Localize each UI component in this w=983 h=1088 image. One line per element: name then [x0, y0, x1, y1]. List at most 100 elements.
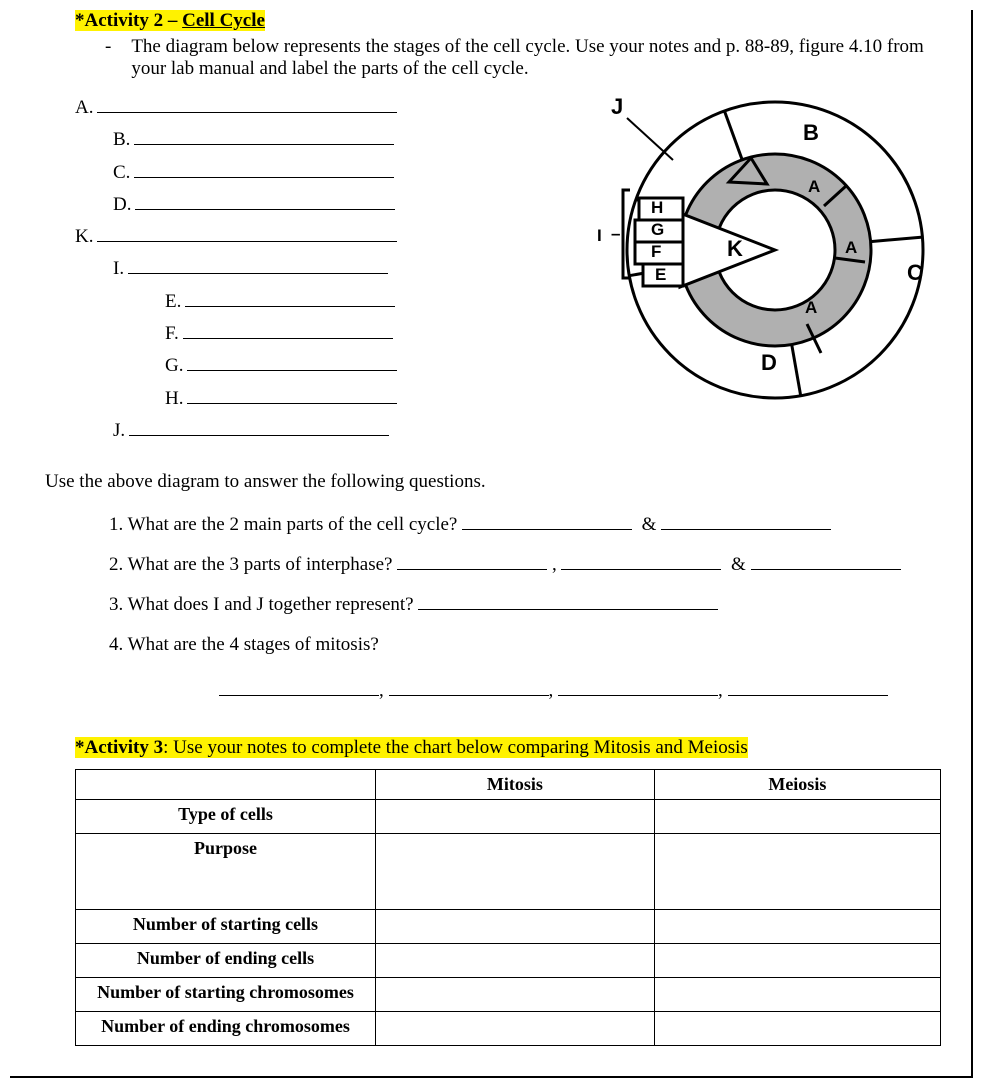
table-row: Number of starting chromosomes — [76, 977, 941, 1011]
blank-A[interactable] — [97, 92, 397, 113]
diagram-label-A1: A — [808, 177, 820, 197]
table-row: Type of cells — [76, 799, 941, 833]
question-4: 4. What are the 4 stages of mitosis? — [109, 625, 941, 665]
worksheet-page: *Activity 2 – Cell Cycle - The diagram b… — [10, 10, 973, 1078]
q3-blank[interactable] — [418, 589, 718, 610]
diagram-label-D: D — [761, 350, 777, 376]
blank-I[interactable] — [128, 254, 388, 275]
label-row-I: I. — [113, 253, 515, 285]
cell-meiosis-startcells[interactable] — [654, 909, 940, 943]
cell-meiosis-endchrom[interactable] — [654, 1011, 940, 1045]
rowhead-purpose: Purpose — [76, 833, 376, 909]
cell-meiosis-purpose[interactable] — [654, 833, 940, 909]
blank-K[interactable] — [97, 221, 397, 242]
cell-mitosis-startchrom[interactable] — [376, 977, 655, 1011]
cell-mitosis-type[interactable] — [376, 799, 655, 833]
label-F: F. — [165, 323, 179, 344]
questions-block: Use the above diagram to answer the foll… — [75, 471, 941, 710]
questions-list: 1. What are the 2 main parts of the cell… — [109, 505, 941, 710]
label-J: J. — [113, 420, 125, 441]
q3-text: 3. What does I and J together represent? — [109, 594, 414, 615]
diagram-label-B: B — [803, 120, 819, 146]
label-K: K. — [75, 226, 93, 247]
q2-comma: , — [552, 554, 557, 575]
q4-c2: , — [549, 680, 554, 701]
label-row-J: J. — [113, 415, 515, 447]
blank-F[interactable] — [183, 318, 393, 339]
question-1: 1. What are the 2 main parts of the cell… — [109, 505, 941, 545]
blank-B[interactable] — [134, 124, 394, 145]
q4-blank1[interactable] — [219, 675, 379, 696]
activity2-bullet: - The diagram below represents the stage… — [105, 36, 941, 80]
cell-meiosis-type[interactable] — [654, 799, 940, 833]
label-row-D: D. — [113, 189, 515, 221]
blank-J[interactable] — [129, 415, 389, 436]
blank-D[interactable] — [135, 189, 395, 210]
q2-blank2[interactable] — [561, 549, 721, 570]
table-header-mitosis: Mitosis — [376, 769, 655, 799]
cell-mitosis-endcells[interactable] — [376, 943, 655, 977]
blank-C[interactable] — [134, 157, 394, 178]
label-G: G. — [165, 355, 183, 376]
cell-cycle-diagram: J B A A A C D H G F E I K – — [515, 88, 955, 408]
cell-mitosis-endchrom[interactable] — [376, 1011, 655, 1045]
question-4-blanks: , , , — [219, 671, 941, 711]
rowhead-type: Type of cells — [76, 799, 376, 833]
q2-blank1[interactable] — [397, 549, 547, 570]
diagram-label-F: F — [651, 242, 661, 262]
label-B: B. — [113, 129, 130, 150]
cell-mitosis-purpose[interactable] — [376, 833, 655, 909]
table-header-row: Mitosis Meiosis — [76, 769, 941, 799]
label-D: D. — [113, 194, 131, 215]
q4-blank3[interactable] — [558, 675, 718, 696]
table-row: Number of ending cells — [76, 943, 941, 977]
label-row-A: A. — [75, 92, 515, 124]
diagram-label-A3: A — [805, 298, 817, 318]
cell-meiosis-startchrom[interactable] — [654, 977, 940, 1011]
cell-meiosis-endcells[interactable] — [654, 943, 940, 977]
activity2-body: A. B. C. D. K. I. E. F. G. H. J. — [75, 88, 941, 447]
q1-amp: & — [642, 514, 657, 535]
activity2-title-underline: Cell Cycle — [182, 10, 265, 31]
diagram-label-I: I — [597, 226, 602, 246]
table-row: Number of starting cells — [76, 909, 941, 943]
blank-E[interactable] — [185, 286, 395, 307]
label-row-E: E. — [165, 286, 515, 318]
label-E: E. — [165, 291, 181, 312]
q2-text: 2. What are the 3 parts of interphase? — [109, 554, 392, 575]
diagram-label-H: H — [651, 198, 663, 218]
diagram-label-K: K — [727, 236, 743, 262]
q2-blank3[interactable] — [751, 549, 901, 570]
diagram-label-E: E — [655, 265, 666, 285]
diagram-label-A2: A — [845, 238, 857, 258]
activity2-bullet-text: The diagram below represents the stages … — [131, 36, 941, 80]
q1-blank1[interactable] — [462, 509, 632, 530]
q1-blank2[interactable] — [661, 509, 831, 530]
question-3: 3. What does I and J together represent? — [109, 585, 941, 625]
activity3-title-rest: : Use your notes to complete the chart b… — [163, 737, 748, 758]
label-row-K: K. — [75, 221, 515, 253]
rowhead-endcells: Number of ending cells — [76, 943, 376, 977]
diagram-label-C: C — [907, 260, 923, 286]
compare-table: Mitosis Meiosis Type of cells Purpose Nu… — [75, 769, 941, 1046]
activity3-block: *Activity 3: Use your notes to complete … — [75, 737, 941, 1046]
activity2-heading: *Activity 2 – Cell Cycle — [75, 10, 941, 32]
questions-intro: Use the above diagram to answer the foll… — [45, 471, 941, 493]
diagram-label-G: G — [651, 220, 664, 240]
label-row-H: H. — [165, 383, 515, 415]
q4-blank4[interactable] — [728, 675, 888, 696]
label-C: C. — [113, 162, 130, 183]
q4-blank2[interactable] — [389, 675, 549, 696]
table-row: Purpose — [76, 833, 941, 909]
label-row-F: F. — [165, 318, 515, 350]
label-I: I. — [113, 258, 124, 279]
bullet-dash: - — [105, 36, 111, 58]
q1-text: 1. What are the 2 main parts of the cell… — [109, 514, 457, 535]
label-row-G: G. — [165, 350, 515, 382]
q4-c1: , — [379, 680, 384, 701]
label-row-C: C. — [113, 157, 515, 189]
blank-G[interactable] — [187, 350, 397, 371]
blank-H[interactable] — [187, 383, 397, 404]
cell-mitosis-startcells[interactable] — [376, 909, 655, 943]
q4-c3: , — [718, 680, 723, 701]
